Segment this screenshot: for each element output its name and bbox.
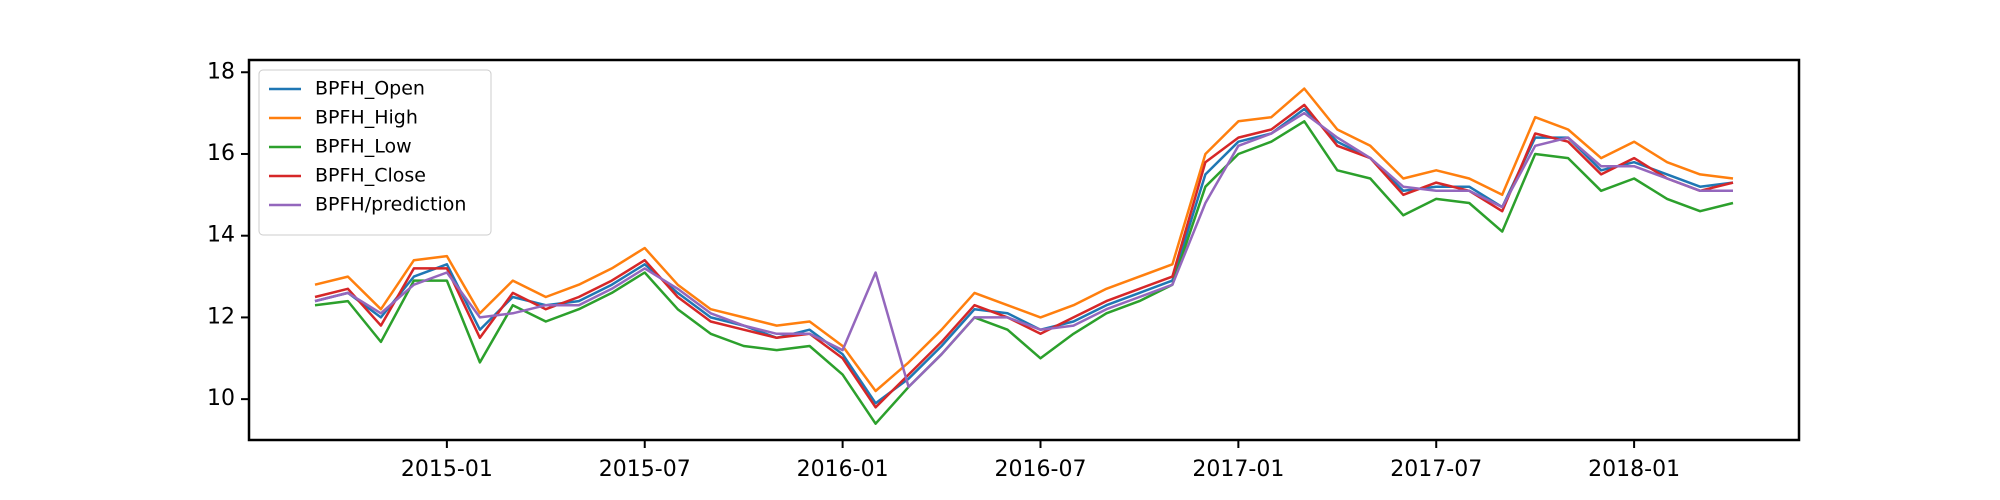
legend: BPFH_Open BPFH_High BPFH_Low BPFH_Close BPFH… bbox=[258, 69, 492, 236]
y-tick-label: 14 bbox=[207, 223, 235, 248]
series-line bbox=[314, 103, 1734, 409]
y-tick-label: 10 bbox=[207, 386, 235, 411]
x-tick-label: 2015-07 bbox=[599, 457, 691, 482]
x-tick-label: 2017-07 bbox=[1390, 457, 1482, 482]
legend-box bbox=[258, 69, 492, 236]
legend-label: BPFH_High bbox=[315, 107, 418, 129]
legend-label: BPFH_Open bbox=[315, 78, 425, 100]
x-tick-label: 2015-01 bbox=[401, 457, 493, 482]
series-line bbox=[314, 87, 1734, 393]
y-tick-label: 16 bbox=[207, 141, 235, 166]
legend-label: BPFH_Low bbox=[315, 136, 412, 158]
x-tick-label: 2018-01 bbox=[1588, 457, 1680, 482]
plot-frame bbox=[247, 58, 1801, 442]
series-line bbox=[314, 111, 1733, 389]
y-tick-label: 12 bbox=[207, 304, 235, 329]
x-tick-label: 2016-07 bbox=[995, 457, 1087, 482]
x-tick-label: 2016-01 bbox=[797, 457, 889, 482]
legend-label: BPFH_Close bbox=[315, 165, 426, 187]
legend-label: BPFH/prediction bbox=[315, 194, 466, 216]
y-tick-label: 18 bbox=[207, 59, 235, 84]
series-line bbox=[314, 120, 1734, 425]
x-tick-label: 2017-01 bbox=[1192, 457, 1284, 482]
